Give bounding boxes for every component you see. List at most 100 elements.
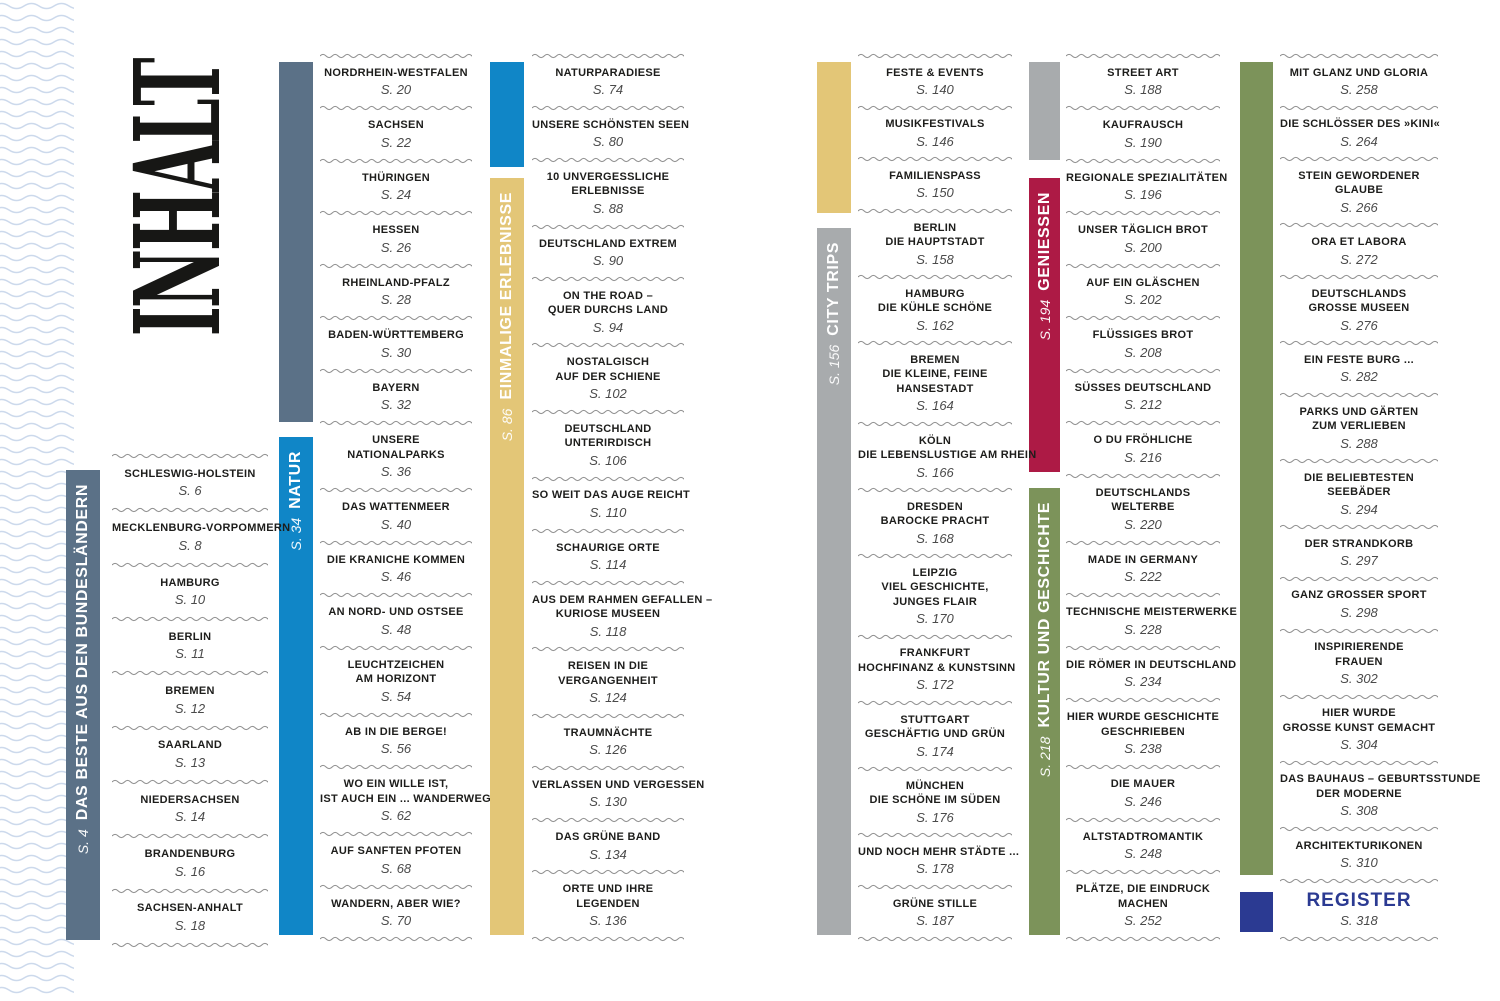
wavy-separator [532,766,684,771]
section-label: GENIESSEN [1035,192,1053,291]
toc-entry: DEUTSCHLANDS GROSSE MUSEEN S. 276 [1280,286,1438,334]
entry-page: S. 246 [1124,793,1162,809]
toc-entry: DIE RÖMER IN DEUTSCHLAND S. 234 [1066,657,1237,691]
entry-title: HAMBURG [160,576,220,589]
toc-entry: SÜSSES DEUTSCHLAND S. 212 [1066,380,1220,414]
wavy-separator [320,421,472,426]
toc-entry: RHEINLAND-PFALZ S. 28 [320,275,472,309]
wavy-separator [858,884,1012,890]
entry-page: S. 48 [380,621,412,637]
entry-title: DIE RÖMER IN DEUTSCHLAND [1066,658,1237,671]
wavy-separator [858,105,1012,110]
entry-title: SAARLAND [157,739,223,752]
wavy-separator [112,942,268,947]
wavy-separator [1066,421,1220,426]
entry-page: S. 238 [1124,741,1162,757]
entry-title: DAS BAUHAUS – GEBURTSSTUNDE DER MODERNE [1280,773,1481,800]
wavy-separator [112,508,268,513]
entry-title: DAS WATTENMEER [342,501,450,514]
entry-page: S. 308 [1340,803,1378,819]
toc-entry: AUF SANFTEN PFOTEN S. 68 [320,843,472,877]
toc-entry: MIT GLANZ UND GLORIA S. 258 [1280,65,1438,99]
toc-entry: FRANKFURT HOCHFINANZ & KUNSTSINN S. 172 [858,645,1015,693]
entry-page: S. 202 [1124,292,1162,308]
entry-title: NOSTALGISCH AUF DER SCHIENE [555,356,661,383]
wavy-separator [1066,263,1220,268]
entry-title: KÖLN DIE LEBENSLUSTIGE AM RHEIN [858,434,1037,462]
entry-title: BERLIN [168,630,212,643]
toc-entry: PARKS UND GÄRTEN ZUM VERLIEBEN S. 288 [1280,404,1438,452]
entry-page: S. 40 [380,516,412,532]
toc-entry: GANZ GROSSER SPORT S. 298 [1280,587,1438,621]
entry-page: S. 172 [916,677,954,693]
toc-entry: UNSER TÄGLICH BROT S. 200 [1066,222,1220,256]
toc-entry: SCHAURIGE ORTE S. 114 [532,540,684,574]
entry-title: FLÜSSIGES BROT [1092,329,1194,342]
entry-title: DAS GRÜNE BAND [555,831,661,844]
toc-entry: VERLASSEN UND VERGESSEN S. 130 [532,777,704,811]
entry-title: DEUTSCHLANDS WELTERBE [1095,486,1191,514]
section-bar-natur: S. 34 NATUR [279,437,313,935]
wavy-separator [532,713,684,719]
entry-title: ALTSTADTROMANTIK [1082,830,1204,843]
entry-title: LEIPZIG VIEL GESCHICHTE, JUNGES FLAIR [881,566,989,608]
entry-title: MADE IN GERMANY [1087,553,1199,566]
section-bar-bundeslaender: S. 4 DAS BESTE AUS DEN BUNDESLÄNDERN [66,470,100,940]
toc-entry: NATURPARADIESE S. 74 [532,65,684,99]
entry-page: S. 212 [1124,397,1162,413]
wavy-separator [858,421,1012,427]
entry-title: SÜSSES DEUTSCHLAND [1074,381,1212,394]
toc-entry: DEUTSCHLAND UNTERIRDISCH S. 106 [532,421,684,469]
section-page-label: S. 218 [1036,736,1053,778]
wavy-separator [858,936,1012,941]
toc-entry: BAYERN S. 32 [320,380,472,414]
wavy-separator [1280,341,1438,346]
wavy-separator [320,368,472,373]
entry-title: ORA ET LABORA [1311,236,1407,249]
wavy-separator [1280,936,1438,941]
entry-title: BADEN-WÜRTTEMBERG [328,329,464,342]
wavy-separator [1066,593,1220,598]
entry-page: S. 26 [380,239,412,255]
toc-entry: NIEDERSACHSEN S. 14 [112,792,268,826]
toc-entry: GRÜNE STILLE S. 187 [858,896,1012,930]
entry-page: S. 222 [1124,569,1162,585]
entry-title: BERLIN DIE HAUPTSTADT [885,221,985,249]
entry-title: BREMEN DIE KLEINE, FEINE HANSESTADT [882,353,988,395]
entry-title: ORTE UND IHRE LEGENDEN [562,883,654,910]
toc-entry: UNSERE SCHÖNSTEN SEEN S. 80 [532,117,689,151]
entry-page: S. 10 [174,592,206,608]
wavy-separator [532,580,684,585]
entry-page: S. 252 [1124,913,1162,929]
entry-page: S. 200 [1124,239,1162,255]
entry-page: S. 80 [592,134,624,150]
entry-page: S. 62 [380,808,412,824]
entry-title: MECKLENBURG-VORPOMMERN [112,522,291,535]
entry-title: KAUFRAUSCH [1102,119,1184,132]
entry-title: DER STRANDKORB [1304,537,1414,550]
toc-entry: BREMEN DIE KLEINE, FEINE HANSESTADT S. 16… [858,352,1012,415]
toc-entry: THÜRINGEN S. 24 [320,170,472,204]
wavy-separator [1280,223,1438,228]
entry-title: FESTE & EVENTS [886,66,984,79]
wavy-separator [1280,878,1438,883]
entry-page: S. 22 [380,134,412,150]
wavy-separator [320,158,472,164]
wavy-separator [1066,869,1220,875]
entry-title: RHEINLAND-PFALZ [342,276,450,289]
toc-entry: HIER WURDE GESCHICHTE GESCHRIEBEN S. 238 [1066,709,1220,757]
section-page-label: S. 156 [826,344,842,386]
wavy-separator [1066,473,1220,478]
section-page-label: S. 194 [1036,299,1053,341]
entry-title: STEIN GEWORDENER GLAUBE [1298,169,1420,197]
entry-title: BAYERN [372,381,420,394]
toc-entry: TECHNISCHE MEISTERWERKE S. 228 [1066,604,1237,638]
entry-title: GRÜNE STILLE [892,897,978,910]
toc-entry: SCHLESWIG-HOLSTEIN S. 6 [112,466,268,500]
entry-page: S. 68 [380,860,412,876]
wavy-separator [1066,316,1220,321]
wavy-separator [1066,53,1220,59]
section-bar-citytrips: S. 156 CITY TRIPS [817,228,851,935]
entry-title: WO EIN WILLE IST, IST AUCH EIN ... WANDE… [320,778,491,805]
toc-entry: BADEN-WÜRTTEMBERG S. 30 [320,327,472,361]
